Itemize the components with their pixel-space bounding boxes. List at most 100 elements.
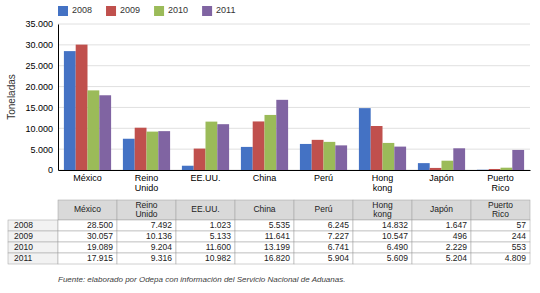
y-tick: 10.000: [25, 124, 58, 134]
table-row-label: 2010: [14, 242, 33, 252]
table-cell-label: 5.204: [446, 253, 468, 263]
table-cell-label: 1.023: [210, 220, 232, 230]
x-tick: PuertoRico: [487, 173, 514, 193]
bar: [147, 132, 159, 170]
table-header-cell: [353, 200, 412, 220]
y-tick: 25.000: [25, 61, 58, 71]
table-row-label: 2008: [14, 220, 33, 230]
table-cell-label: 14.832: [382, 220, 408, 230]
table-cell: [235, 231, 294, 242]
y-axis-line: [58, 25, 59, 171]
legend-label: 2008: [72, 5, 92, 15]
table-cell-label: 17.915: [87, 253, 113, 263]
table-cell: [471, 220, 530, 231]
x-tick-label: Hongkong: [372, 173, 394, 193]
table-row-label: 2011: [14, 253, 33, 263]
legend-label: 2009: [120, 5, 140, 15]
x-tick-label: México: [73, 173, 102, 183]
table-cell-label: 19.089: [87, 242, 113, 252]
table-cell: [117, 220, 176, 231]
table-cell: [58, 231, 117, 242]
table-cell: [176, 231, 235, 242]
table-cell: [117, 242, 176, 253]
x-tick: Japón: [429, 173, 454, 183]
legend-item: 2008: [58, 5, 92, 16]
bar-series: [99, 95, 524, 170]
legend: 2008 2009 2010 2011: [58, 5, 235, 16]
table-header-label: PuertoRico: [488, 200, 513, 219]
bar: [324, 142, 336, 170]
table-cell: [412, 242, 471, 253]
table-cell: [471, 253, 530, 264]
table-cell: [235, 242, 294, 253]
x-tick-label-line: México: [73, 173, 102, 183]
y-axis-title: Toneladas: [6, 74, 17, 120]
x-tick: China: [253, 173, 277, 183]
x-tick: EE.UU.: [190, 173, 220, 183]
legend-label: 2011: [216, 5, 235, 15]
table-row-label-cell: [8, 242, 58, 253]
x-tick-label-line: Puerto: [487, 173, 514, 183]
footer: Fuente: elaborado por Odepa con informac…: [58, 275, 345, 284]
y-tick: 20.000: [25, 82, 58, 92]
bar: [182, 166, 194, 170]
table-cell: [235, 220, 294, 231]
table-header-cell: [412, 200, 471, 220]
table-header-label: Hongkong: [372, 200, 393, 219]
table-header-label: Japón: [430, 204, 453, 214]
bar: [501, 168, 513, 170]
table-cell-label: 10.547: [382, 231, 408, 241]
bar: [430, 168, 442, 170]
bar: [241, 147, 253, 170]
y-tick-label: 15.000: [25, 103, 53, 113]
bar: [123, 139, 135, 170]
table-cell: [176, 242, 235, 253]
table-row-label-cell: [8, 253, 58, 264]
y-tick-label: 10.000: [25, 124, 53, 134]
bar: [76, 45, 88, 170]
table-cell-label: 4.809: [505, 253, 527, 263]
table-cell-label: 11.600: [206, 242, 232, 252]
x-tick-label-line: Reino: [135, 173, 159, 183]
table-row-label-cell: [8, 220, 58, 231]
legend-item: 2009: [106, 5, 140, 16]
table-cell-label: 9.204: [151, 242, 173, 252]
x-tick: ReinoUnido: [135, 173, 159, 193]
legend-swatch: [58, 6, 68, 16]
table-header-label: Perú: [315, 204, 333, 214]
legend-item: 2010: [154, 5, 188, 16]
x-tick-label: China: [253, 173, 277, 183]
bar: [394, 147, 406, 170]
bar: [335, 145, 347, 170]
legend-swatch: [154, 6, 164, 16]
table-cell-label: 7.492: [151, 220, 173, 230]
table-cell-label: 16.820: [264, 253, 290, 263]
y-tick-label: 20.000: [25, 82, 53, 92]
table-header-label-line: Perú: [315, 204, 333, 214]
table-cell-label: 10.136: [146, 231, 172, 241]
table-header-label-line: kong: [373, 209, 392, 219]
y-tick: 5.000: [30, 145, 58, 155]
legend-item: 2011: [202, 5, 235, 16]
y-tick-label: 35.000: [25, 19, 53, 29]
table-cell-label: 7.227: [328, 231, 350, 241]
table-cell: [471, 242, 530, 253]
table-cell-label: 13.199: [264, 242, 290, 252]
x-tick-label: EE.UU.: [190, 173, 220, 183]
x-axis: México ReinoUnido EE.UU. China Perú Hongkong J…: [59, 171, 531, 194]
x-tick-label-line: Perú: [314, 173, 333, 183]
x-axis-line: [59, 170, 531, 171]
table-cell: [58, 220, 117, 231]
table-cell: [412, 220, 471, 231]
bar: [512, 150, 524, 170]
bar: [300, 144, 312, 170]
x-tick-label-line: Japón: [429, 173, 454, 183]
table-header-cell: [58, 200, 117, 220]
bar: [99, 95, 111, 170]
table-header-label-line: Japón: [430, 204, 453, 214]
x-tick-label-line: Rico: [491, 183, 509, 193]
x-tick-label-line: China: [253, 173, 277, 183]
x-tick-label: PuertoRico: [487, 173, 514, 193]
bar: [453, 148, 465, 170]
table-cell-label: 2.229: [446, 242, 468, 252]
